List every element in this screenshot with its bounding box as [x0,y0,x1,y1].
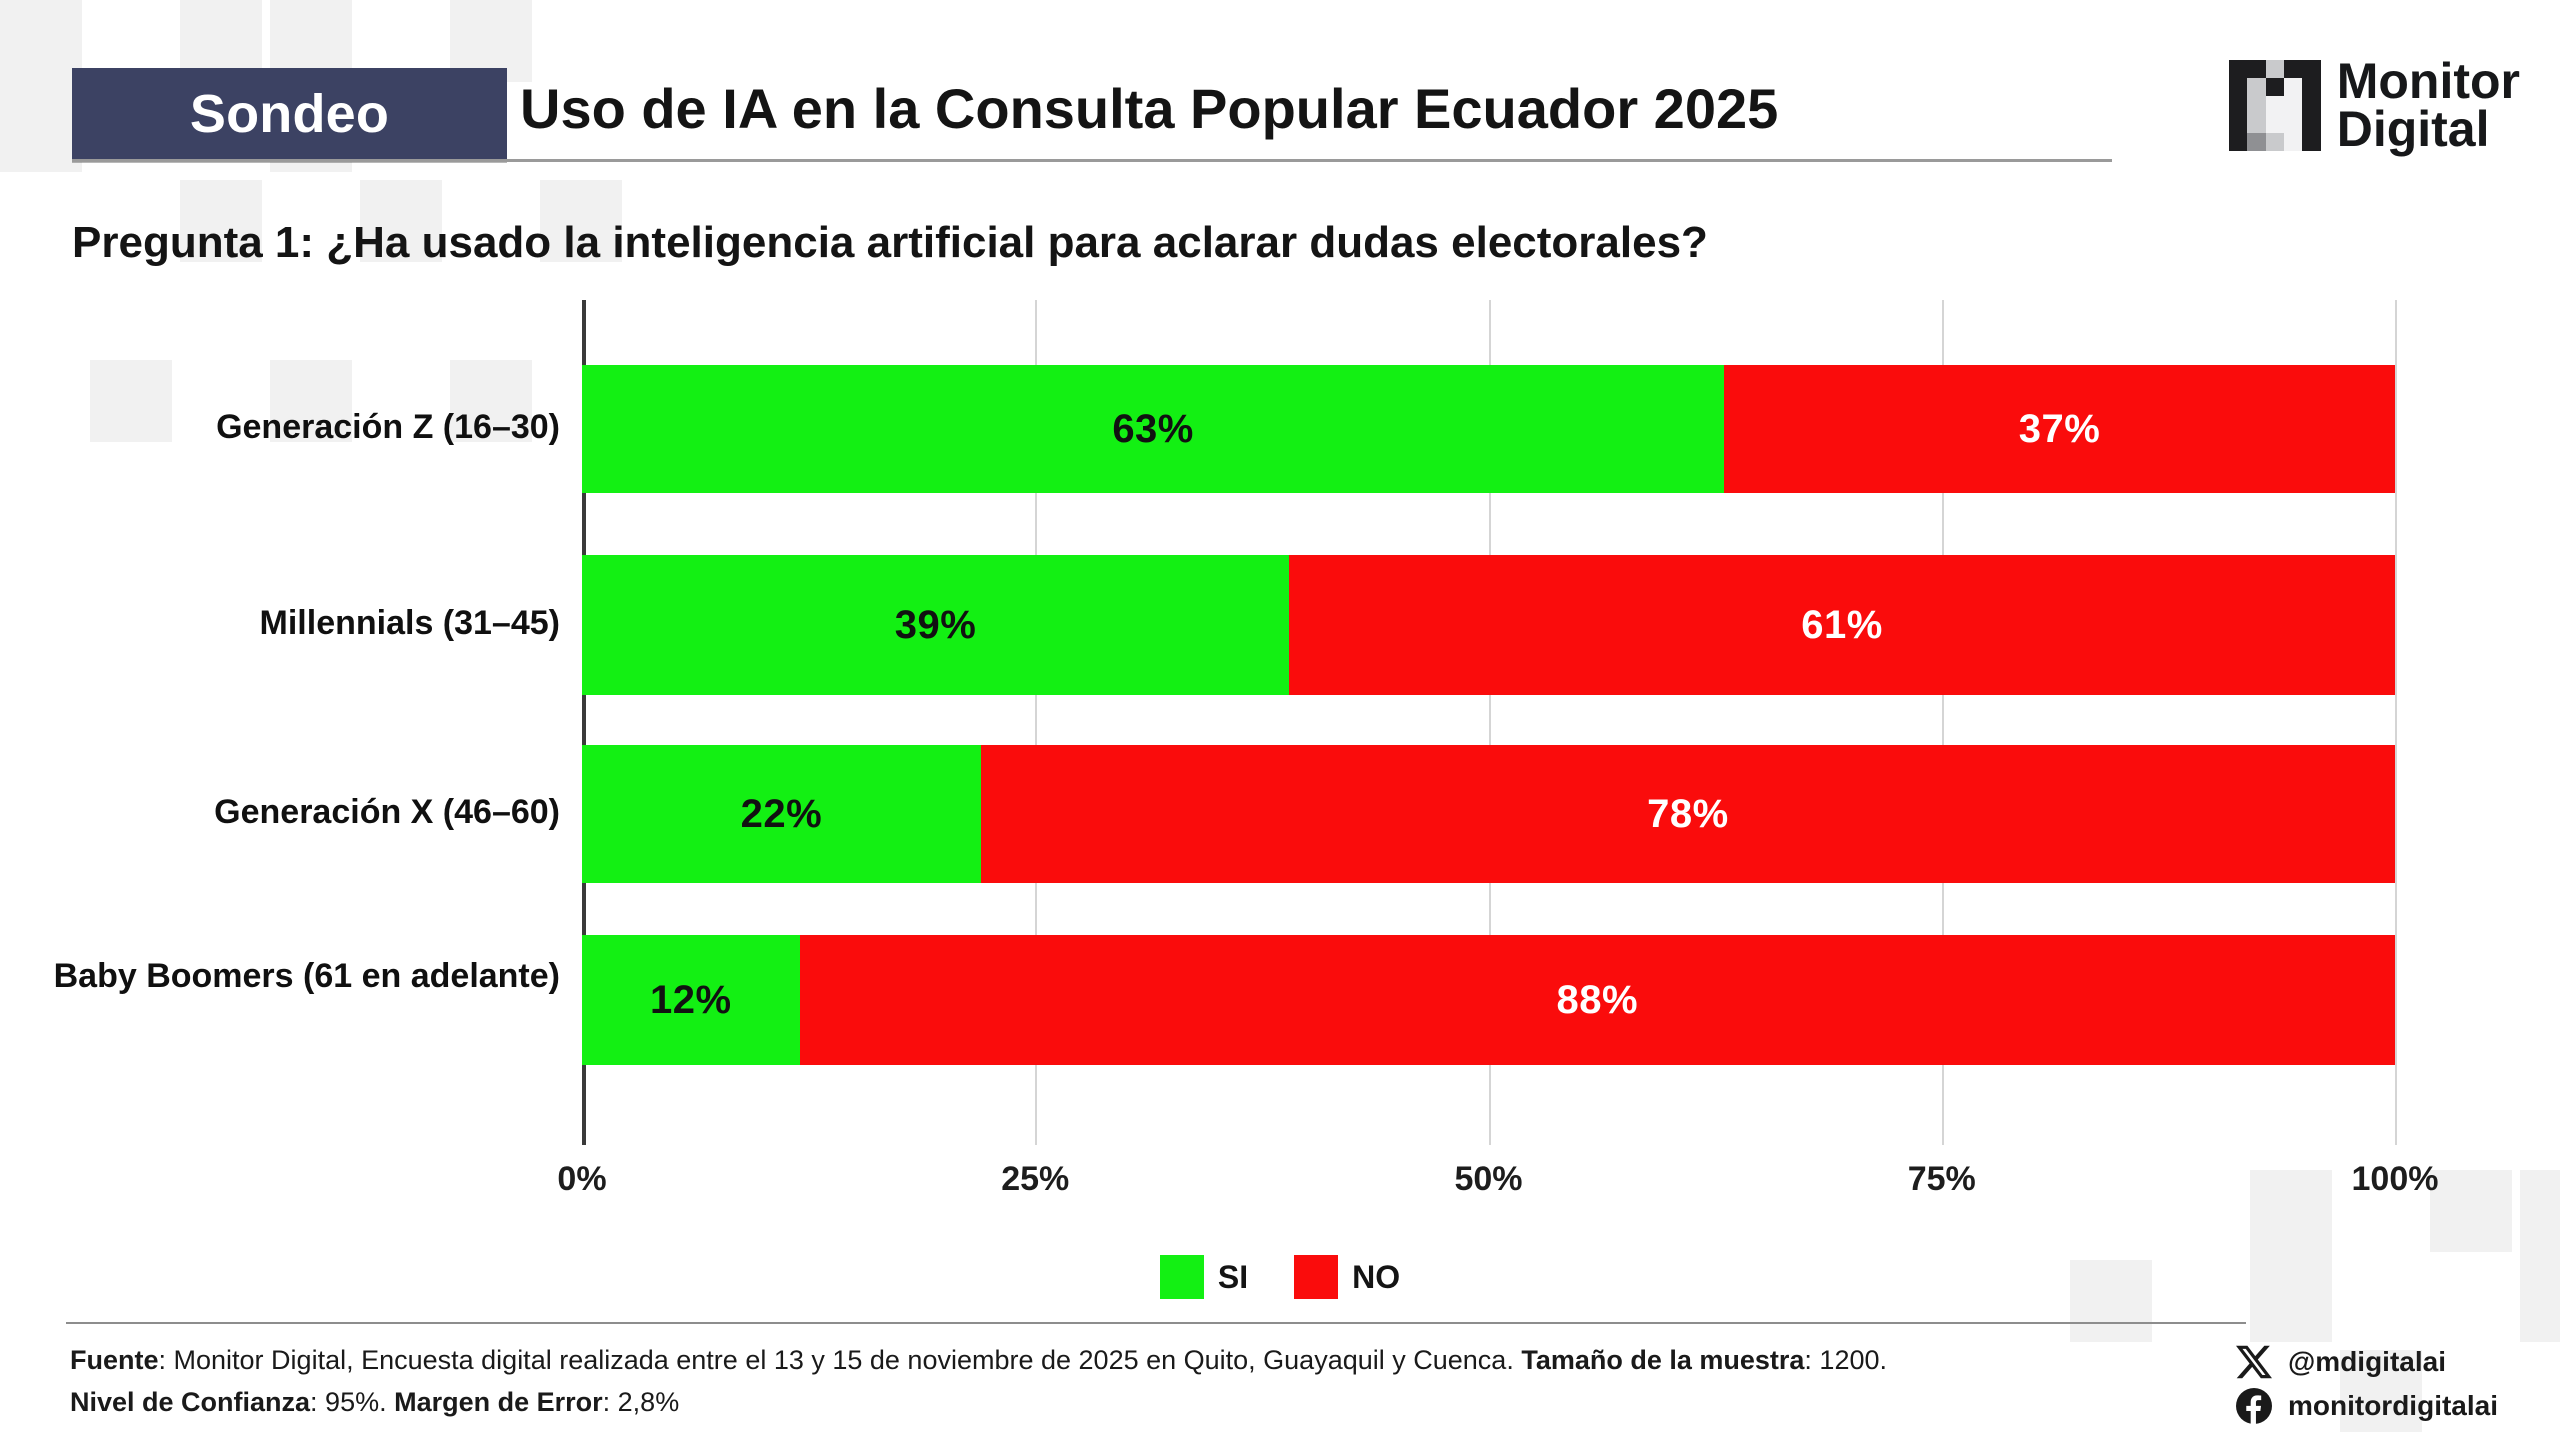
logo-pixel [2228,133,2248,152]
logo-pixel [2302,114,2321,134]
bar-segment-si[interactable]: 39% [582,555,1290,695]
logo-pixel [2283,96,2303,115]
sondeo-badge: Sondeo [72,68,507,160]
question-heading: Pregunta 1: ¿Ha usado la inteligencia ar… [72,218,1708,267]
logo-pixel [2228,77,2248,97]
x-axis-tick-label: 100% [2351,1160,2439,1198]
chart-bar-row[interactable]: 39% 61% [582,555,2395,695]
header: Sondeo Uso de IA en la Consulta Popular … [0,0,2560,185]
legend-swatch [1159,1255,1204,1299]
chart-gridline [1941,300,1944,1145]
legend-label: NO [1352,1258,1401,1295]
chart-category-label: Generación Z (16–30) [216,408,560,446]
bar-value-label-si: 22% [740,791,823,836]
bar-value-label-no: 78% [1647,791,1729,836]
page-title: Uso de IA en la Consulta Popular Ecuador… [520,77,1779,140]
bar-value-label-si: 39% [894,602,977,647]
footer-source-text: : Monitor Digital, Encuesta digital real… [158,1345,1522,1375]
legend-swatch [1294,1255,1339,1299]
logo-pixel [2283,77,2303,97]
facebook-handle: monitordigitalai [2288,1390,2498,1421]
x-handle: @mdigitalai [2288,1346,2446,1377]
legend-label: SI [1217,1258,1249,1295]
legend-item[interactable]: NO [1294,1255,1400,1299]
footer-line-source: Fuente: Monitor Digital, Encuesta digita… [70,1340,1887,1382]
social-row-x[interactable]: @mdigitalai [2236,1344,2498,1380]
logo-pixel [2302,59,2321,78]
logo-pixel [2265,77,2284,97]
bar-segment-si[interactable]: 22% [582,745,981,883]
social-links: @mdigitalai monitordigitalai [2236,1344,2498,1424]
logo-pixel [2265,59,2284,78]
logo-pixel [2247,114,2266,134]
chart-legend: SI NO [0,1255,2560,1299]
footer-margin-label: Margen de Error [394,1386,603,1417]
logo-pixel [2228,114,2248,134]
bar-value-label-no: 37% [2018,406,2101,451]
bar-value-label-no: 88% [1556,977,1639,1022]
logo-pixel [2247,96,2266,115]
footer-confidence-label: Nivel de Confianza [70,1386,311,1417]
footer-sample-label: Tamaño de la muestra [1521,1345,1805,1375]
bar-value-label-si: 12% [649,977,732,1022]
footer-sample-text: : 1200. [1804,1345,1887,1375]
x-axis-tick-label: 25% [1001,1160,1070,1198]
bar-value-label-no: 61% [1801,602,1883,647]
bar-value-label-si: 63% [1112,406,1194,451]
footer-line-confidence: Nivel de Confianza: 95%. Margen de Error… [70,1382,1887,1424]
logo-pixel [2302,96,2321,115]
brand-logo-line2: Digital [2336,100,2490,157]
logo-pixel [2247,77,2266,97]
logo-pixel [2302,77,2321,97]
monitor-digital-logo-icon [2228,59,2321,152]
footer-confidence-text: : 95%. [310,1386,395,1417]
logo-pixel [2302,133,2321,152]
chart-gridline [1035,300,1038,1145]
brand-logo-text: Monitor Digital [2336,56,2520,157]
bar-segment-si[interactable]: 63% [582,365,1725,493]
chart-gridline [1488,300,1491,1145]
brand-logo: Monitor Digital [2228,56,2520,157]
chart-category-label: Generación X (46–60) [214,793,560,831]
chart-gridline [2395,300,2397,1145]
logo-pixel [2247,133,2266,152]
social-row-facebook[interactable]: monitordigitalai [2236,1388,2498,1424]
stacked-bar-chart: Generación Z (16–30) 63% 37% Millennials (3… [0,290,2560,1220]
bar-segment-no[interactable]: 78% [980,745,2395,883]
logo-pixel [2265,96,2284,115]
logo-pixel [2228,96,2248,115]
bar-segment-no[interactable]: 88% [799,935,2395,1065]
bar-segment-no[interactable]: 37% [1724,365,2395,493]
footer-notes: Fuente: Monitor Digital, Encuesta digita… [70,1340,1887,1424]
sondeo-badge-label: Sondeo [189,84,390,144]
x-axis-tick-label: 50% [1454,1160,1523,1198]
chart-category-label: Millennials (31–45) [259,604,560,642]
brand-logo-line1: Monitor [2336,53,2520,109]
footer-divider [66,1322,2246,1324]
logo-pixel [2265,114,2284,134]
facebook-icon [2236,1388,2272,1424]
chart-bar-row[interactable]: 22% 78% [582,745,2395,883]
logo-pixel [2283,133,2303,152]
logo-pixel [2265,133,2284,152]
y-axis-line [582,300,586,1145]
bar-segment-no[interactable]: 61% [1289,555,2395,695]
footer-margin-text: : 2,8% [602,1386,680,1417]
header-divider [72,159,2112,162]
chart-bar-row[interactable]: 63% 37% [582,365,2395,493]
logo-pixel [2283,114,2303,134]
bar-segment-si[interactable]: 12% [582,935,800,1065]
logo-pixel [2283,59,2303,78]
footer-source-label: Fuente [70,1345,159,1375]
x-axis-tick-label: 75% [1907,1160,1976,1198]
x-twitter-icon [2236,1345,2272,1379]
chart-category-label: Baby Boomers (61 en adelante) [53,957,560,995]
legend-item[interactable]: SI [1159,1255,1249,1299]
x-axis-tick-label: 0% [557,1160,607,1198]
chart-bar-row[interactable]: 12% 88% [582,935,2395,1065]
logo-pixel [2228,59,2248,78]
logo-pixel [2247,59,2266,78]
